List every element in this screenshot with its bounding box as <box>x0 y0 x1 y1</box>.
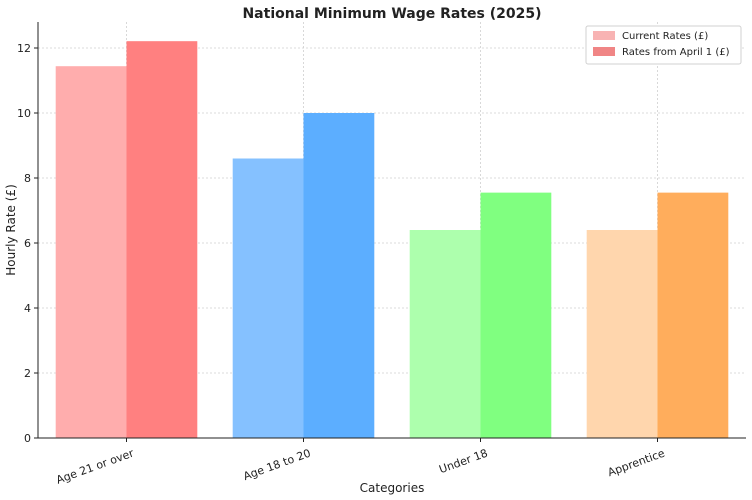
legend: Current Rates (£) Rates from April 1 (£) <box>585 25 742 65</box>
legend-label-april: Rates from April 1 (£) <box>622 47 730 58</box>
x-tick-label: Apprentice <box>606 447 667 480</box>
legend-box <box>585 25 742 65</box>
x-axis-label: Categories <box>360 481 425 495</box>
bar-april-rate <box>303 113 375 438</box>
y-tick-label: 6 <box>24 237 31 250</box>
legend-label-current: Current Rates (£) <box>622 31 708 42</box>
bar-april-rate <box>126 41 198 439</box>
bar-current-rate <box>409 230 481 438</box>
legend-swatch-april <box>593 47 615 56</box>
bar-april-rate <box>480 192 552 438</box>
bar-current-rate <box>55 66 127 438</box>
y-tick-label: 12 <box>17 42 31 55</box>
y-tick-label: 0 <box>24 432 31 445</box>
bar-current-rate <box>586 230 658 438</box>
y-tick-label: 2 <box>24 367 31 380</box>
y-tick-label: 8 <box>24 172 31 185</box>
legend-swatch-current <box>593 31 615 40</box>
y-tick-label: 10 <box>17 107 31 120</box>
x-tick-label: Age 21 or over <box>54 446 136 486</box>
x-tick-label: Under 18 <box>437 447 489 477</box>
y-tick-label: 4 <box>24 302 31 315</box>
bar-april-rate <box>657 192 729 438</box>
x-tick-label: Age 18 to 20 <box>242 447 313 483</box>
bars-layer <box>55 41 729 439</box>
chart-title: National Minimum Wage Rates (2025) <box>242 6 541 22</box>
bar-current-rate <box>232 158 304 438</box>
y-axis-label: Hourly Rate (£) <box>4 184 18 275</box>
